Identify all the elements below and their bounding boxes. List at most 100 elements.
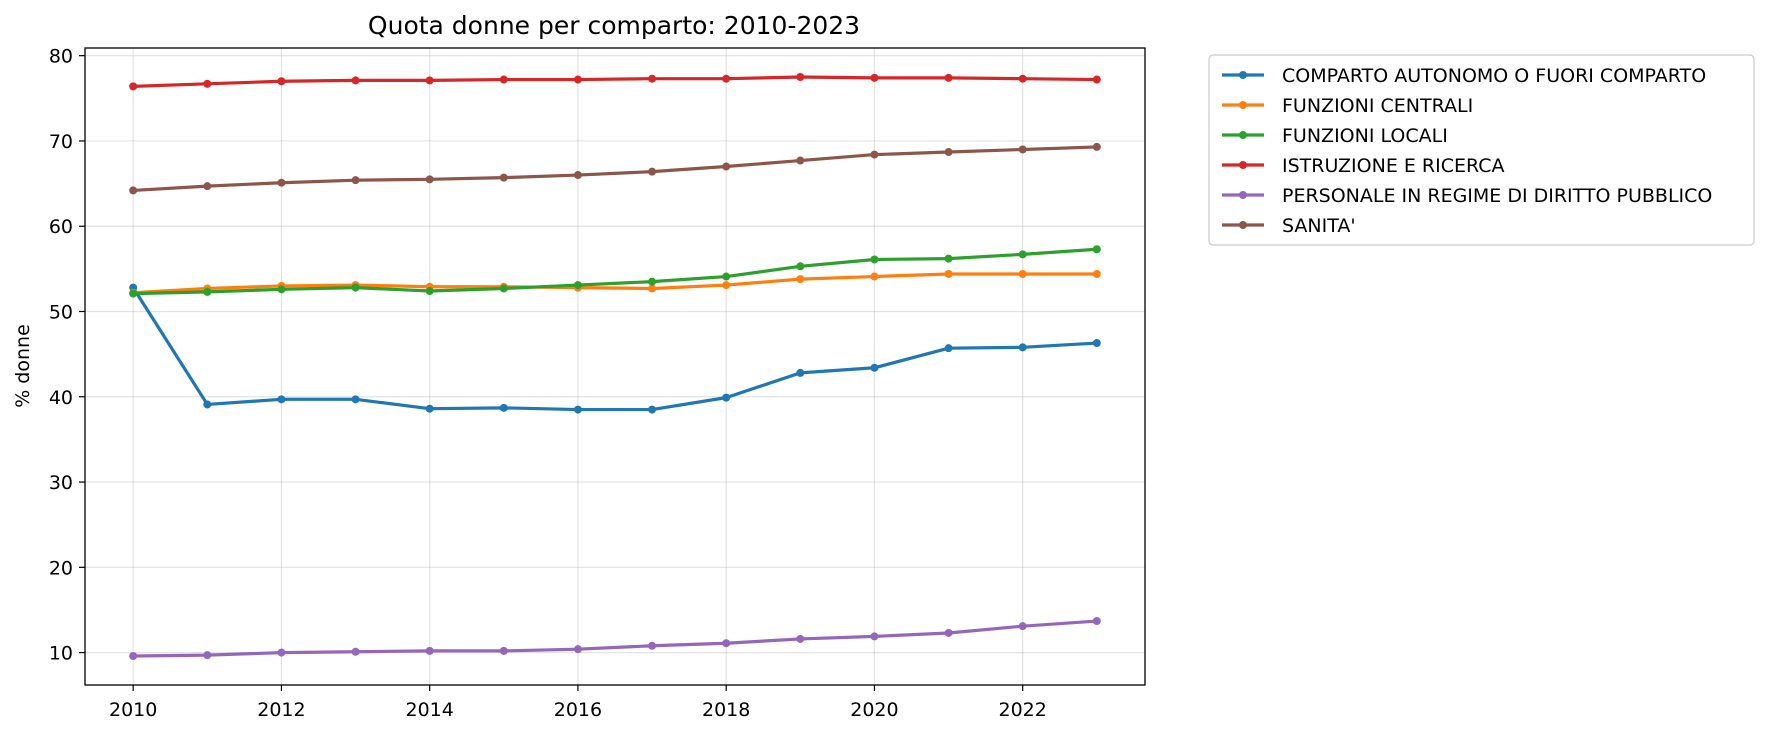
data-point xyxy=(573,171,582,180)
series-group xyxy=(129,617,1101,661)
legend-entry: SANITA' xyxy=(1222,215,1356,237)
data-point xyxy=(573,645,582,654)
data-point xyxy=(1018,269,1027,278)
series-line xyxy=(131,286,1099,412)
data-point xyxy=(351,76,360,85)
data-point xyxy=(425,76,434,85)
series-group xyxy=(129,283,1101,414)
y-axis: 10 20 30 40 50 60 70 80 xyxy=(49,46,85,665)
data-point xyxy=(203,651,212,660)
legend-label: SANITA' xyxy=(1282,215,1356,237)
data-point xyxy=(277,178,286,187)
legend-marker xyxy=(1239,161,1247,169)
data-point xyxy=(648,74,657,83)
data-point xyxy=(796,275,805,284)
series-group xyxy=(129,245,1101,298)
legend-entry: PERSONALE IN REGIME DI DIRITTO PUBBLICO xyxy=(1222,185,1712,207)
data-point xyxy=(944,628,953,637)
series-group xyxy=(129,142,1101,195)
legend-label: PERSONALE IN REGIME DI DIRITTO PUBBLICO xyxy=(1282,185,1712,207)
data-point xyxy=(573,75,582,84)
y-tick-label: 60 xyxy=(49,216,73,238)
data-point xyxy=(425,287,434,296)
data-point xyxy=(870,150,879,159)
x-tick-label: 2022 xyxy=(999,699,1047,721)
y-tick-label: 70 xyxy=(49,131,73,153)
data-point xyxy=(573,405,582,414)
data-point xyxy=(499,173,508,182)
data-point xyxy=(1018,250,1027,259)
data-point xyxy=(870,73,879,82)
legend-label: ISTRUZIONE E RICERCA xyxy=(1282,155,1505,177)
data-point xyxy=(277,77,286,86)
legend-entry: ISTRUZIONE E RICERCA xyxy=(1222,155,1505,177)
data-point xyxy=(796,368,805,377)
data-point xyxy=(1092,142,1101,151)
data-point xyxy=(425,404,434,413)
data-point xyxy=(870,363,879,372)
series-line xyxy=(131,619,1099,658)
series-line xyxy=(131,145,1099,193)
grid-lines xyxy=(85,48,1145,685)
y-tick-label: 50 xyxy=(49,301,73,323)
legend-marker xyxy=(1239,71,1247,79)
data-point xyxy=(203,400,212,409)
legend-marker xyxy=(1239,131,1247,139)
data-point xyxy=(1092,617,1101,626)
data-point xyxy=(796,634,805,643)
data-point xyxy=(722,272,731,281)
legend-label: COMPARTO AUTONOMO O FUORI COMPARTO xyxy=(1282,65,1706,87)
data-point xyxy=(277,285,286,294)
data-point xyxy=(722,639,731,648)
x-tick-label: 2016 xyxy=(554,699,602,721)
series-line xyxy=(131,247,1099,296)
data-point xyxy=(648,641,657,650)
data-point xyxy=(944,269,953,278)
data-point xyxy=(870,272,879,281)
data-point xyxy=(944,148,953,157)
x-tick-label: 2020 xyxy=(850,699,898,721)
series-line xyxy=(131,272,1099,295)
plot-area-frame xyxy=(84,47,1146,686)
data-point xyxy=(944,254,953,263)
data-point xyxy=(870,255,879,264)
series-layer xyxy=(129,72,1101,661)
data-point xyxy=(1018,74,1027,83)
legend-label: FUNZIONI CENTRALI xyxy=(1282,95,1473,117)
y-tick-label: 20 xyxy=(49,557,73,579)
y-tick-label: 80 xyxy=(49,46,73,68)
y-axis-label: % donne xyxy=(12,324,34,408)
series-group xyxy=(129,72,1101,91)
x-tick-label: 2010 xyxy=(109,699,157,721)
x-tick-label: 2014 xyxy=(406,699,454,721)
legend: COMPARTO AUTONOMO O FUORI COMPARTO FUNZIO… xyxy=(1208,54,1755,246)
legend-label: FUNZIONI LOCALI xyxy=(1282,125,1448,147)
legend-marker xyxy=(1239,101,1247,109)
data-point xyxy=(203,79,212,88)
legend-marker xyxy=(1239,191,1247,199)
chart-title: Quota donne per comparto: 2010-2023 xyxy=(368,11,860,40)
data-point xyxy=(499,75,508,84)
data-point xyxy=(129,289,138,298)
y-tick-label: 30 xyxy=(49,472,73,494)
data-point xyxy=(573,281,582,290)
legend-entries: COMPARTO AUTONOMO O FUORI COMPARTO FUNZIO… xyxy=(1222,65,1712,237)
data-point xyxy=(425,646,434,655)
data-point xyxy=(129,652,138,661)
data-point xyxy=(648,167,657,176)
data-point xyxy=(648,284,657,293)
x-tick-label: 2018 xyxy=(702,699,750,721)
data-point xyxy=(499,646,508,655)
data-point xyxy=(351,283,360,292)
data-point xyxy=(796,262,805,271)
data-point xyxy=(425,175,434,184)
data-point xyxy=(1092,245,1101,254)
legend-frame xyxy=(1208,54,1755,246)
data-point xyxy=(796,72,805,81)
y-tick-label: 40 xyxy=(49,387,73,409)
data-point xyxy=(277,648,286,657)
data-point xyxy=(351,176,360,185)
data-point xyxy=(796,156,805,165)
data-point xyxy=(203,287,212,296)
